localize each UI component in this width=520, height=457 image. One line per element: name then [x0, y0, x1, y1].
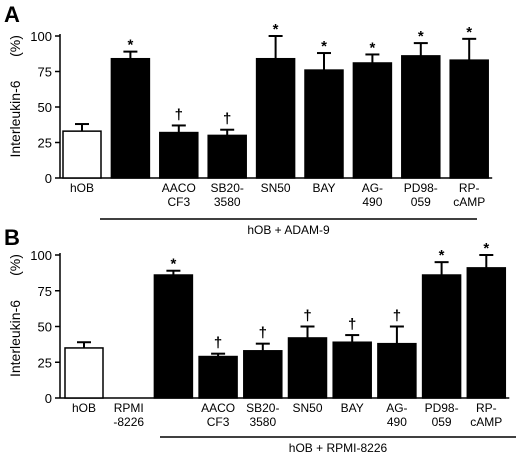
- significance-marker: *: [439, 247, 445, 264]
- group-label: hOB + RPMI-8226: [289, 441, 388, 455]
- significance-marker: †: [303, 308, 311, 325]
- category-label: CF3: [207, 415, 230, 429]
- y-tick-label: 0: [45, 171, 52, 186]
- bar: [377, 342, 417, 399]
- significance-marker: *: [273, 21, 279, 38]
- bar: [62, 130, 102, 179]
- significance-marker: *: [466, 24, 472, 41]
- group-label: hOB + ADAM-9: [247, 223, 330, 237]
- bar: [421, 274, 462, 399]
- y-tick-label: 100: [30, 29, 52, 44]
- category-label: hOB: [70, 181, 94, 195]
- category-label: AG-: [362, 181, 383, 195]
- bar: [332, 341, 372, 399]
- category-label: AACO: [201, 401, 235, 415]
- bar: [466, 267, 507, 399]
- category-label: 490: [387, 415, 407, 429]
- y-tick-label: 0: [45, 391, 52, 406]
- category-label: SB20-: [211, 181, 244, 195]
- y-axis-label: Interleukin-6: [7, 300, 23, 377]
- category-label: RP-: [476, 401, 497, 415]
- bar: [287, 337, 328, 399]
- y-tick-label: 50: [38, 320, 52, 335]
- bar: [255, 57, 296, 179]
- category-label: cAMP: [453, 195, 485, 209]
- category-label: 490: [362, 195, 382, 209]
- significance-marker: †: [393, 308, 401, 325]
- significance-marker: *: [369, 39, 375, 56]
- category-label: 059: [432, 415, 452, 429]
- category-label: AG-: [386, 401, 407, 415]
- bar: [110, 57, 151, 179]
- bar: [159, 131, 199, 179]
- category-label: BAY: [312, 181, 335, 195]
- bar: [352, 62, 393, 179]
- category-label: SN50: [292, 401, 322, 415]
- category-label: RP-: [459, 181, 480, 195]
- category-label: SB20-: [246, 401, 279, 415]
- bar: [207, 134, 247, 179]
- bar: [401, 55, 441, 179]
- category-label: cAMP: [470, 415, 502, 429]
- category-label: 059: [411, 195, 431, 209]
- category-label: 3580: [214, 195, 241, 209]
- category-label: CF3: [167, 195, 190, 209]
- panel-letter: A: [4, 2, 20, 27]
- y-axis-unit: (%): [7, 35, 23, 57]
- category-label: PD98-: [404, 181, 438, 195]
- bar: [153, 274, 194, 399]
- bar: [304, 69, 344, 179]
- category-label: AACO: [162, 181, 196, 195]
- y-tick-label: 25: [38, 136, 52, 151]
- category-label: RPMI: [114, 401, 144, 415]
- significance-marker: *: [483, 240, 489, 257]
- bar: [64, 347, 104, 399]
- y-axis-unit: (%): [7, 254, 23, 276]
- y-tick-label: 75: [38, 284, 52, 299]
- significance-marker: †: [223, 111, 231, 128]
- significance-marker: †: [259, 325, 267, 342]
- y-tick-label: 100: [30, 248, 52, 263]
- category-label: 3580: [249, 415, 276, 429]
- category-label: hOB: [72, 401, 96, 415]
- bar: [449, 59, 489, 179]
- category-label: PD98-: [425, 401, 459, 415]
- category-label: -8226: [113, 415, 144, 429]
- significance-marker: †: [348, 316, 356, 333]
- panel-letter: B: [4, 225, 20, 250]
- panel-b: B Interleukin-6 (%) 0 25 50 75 100 hOB RPMI-8226 *…: [4, 225, 516, 455]
- bar: [243, 350, 283, 399]
- bar: [198, 355, 238, 399]
- significance-marker: *: [418, 28, 424, 45]
- category-label: SN50: [261, 181, 291, 195]
- y-axis-label: Interleukin-6: [7, 80, 23, 157]
- y-tick-label: 25: [38, 355, 52, 370]
- significance-marker: †: [214, 335, 222, 352]
- category-label: BAY: [341, 401, 364, 415]
- significance-marker: †: [175, 106, 183, 123]
- significance-marker: *: [127, 37, 133, 54]
- y-tick-label: 75: [38, 65, 52, 80]
- y-tick-label: 50: [38, 100, 52, 115]
- significance-marker: *: [170, 256, 176, 273]
- significance-marker: *: [321, 38, 327, 55]
